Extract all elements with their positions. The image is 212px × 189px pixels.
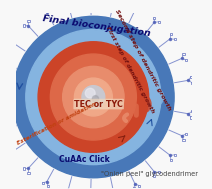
Bar (42, 10, 44, 12)
Text: TEC or TYC: TEC or TYC (74, 100, 123, 108)
Bar (116, 0, 118, 1)
Bar (138, 7, 140, 10)
Bar (23, 25, 25, 27)
Bar (158, 21, 160, 23)
Circle shape (13, 16, 174, 178)
Circle shape (74, 78, 112, 116)
Bar (170, 159, 172, 161)
Bar (191, 110, 193, 112)
Circle shape (26, 29, 161, 165)
Bar (47, 7, 49, 9)
Bar (190, 76, 192, 78)
Bar (27, 172, 29, 174)
Bar (0, 134, 2, 136)
Bar (69, 0, 71, 1)
Text: First step of dendritic growth: First step of dendritic growth (105, 26, 155, 114)
Bar (11, 154, 14, 156)
Bar (185, 59, 187, 61)
Bar (8, 43, 10, 45)
Bar (153, 17, 155, 19)
Circle shape (92, 96, 99, 102)
Bar (23, 167, 25, 170)
Bar (27, 20, 29, 22)
Bar (174, 154, 176, 156)
Text: Esterification or amidation: Esterification or amidation (16, 101, 97, 146)
Text: CuAAc Click: CuAAc Click (59, 155, 110, 164)
Bar (170, 33, 172, 35)
Circle shape (82, 86, 105, 108)
Bar (182, 53, 184, 55)
Bar (153, 175, 155, 177)
Bar (138, 184, 140, 187)
Bar (158, 171, 160, 173)
Text: Second step of dendritic growth: Second step of dendritic growth (114, 9, 172, 112)
Bar (132, 5, 135, 7)
Bar (185, 133, 187, 135)
Bar (190, 116, 192, 119)
Circle shape (63, 66, 124, 128)
Circle shape (85, 88, 95, 98)
Bar (63, 1, 65, 3)
Bar (182, 139, 184, 141)
Bar (0, 58, 2, 60)
Bar (174, 38, 176, 40)
Bar (11, 38, 14, 40)
Text: Final bioconjugation: Final bioconjugation (42, 14, 151, 38)
Bar (132, 187, 135, 189)
Bar (42, 182, 44, 184)
Bar (191, 82, 193, 84)
Circle shape (50, 54, 136, 140)
Bar (47, 185, 49, 187)
Circle shape (38, 42, 149, 152)
Text: "Onion peel" glycodendrimer: "Onion peel" glycodendrimer (101, 171, 198, 177)
Bar (8, 149, 10, 151)
